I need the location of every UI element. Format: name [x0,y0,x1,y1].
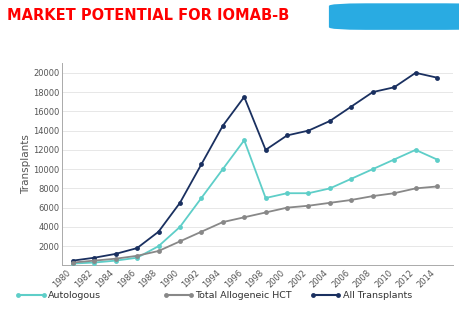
Text: Autologous: Autologous [48,291,101,300]
Text: All Transplants: All Transplants [342,291,411,300]
FancyBboxPatch shape [328,3,459,30]
Y-axis label: Transplants: Transplants [22,134,32,194]
Text: Strong Growth in U.S. Bone Marrow Transplant Activity: Strong Growth in U.S. Bone Marrow Transp… [7,40,328,53]
Text: Total Allogeneic HCT: Total Allogeneic HCT [195,291,291,300]
Text: MARKET POTENTIAL FOR IOMAB-B: MARKET POTENTIAL FOR IOMAB-B [7,9,289,23]
